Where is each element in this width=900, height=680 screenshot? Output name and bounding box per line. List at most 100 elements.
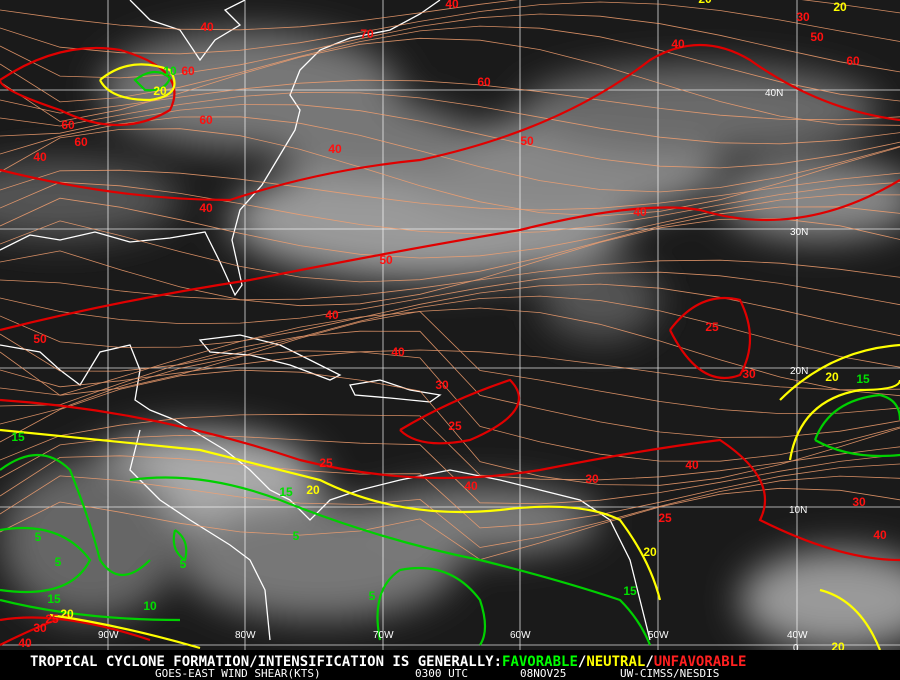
streamline <box>0 206 900 283</box>
footer-product: GOES-EAST WIND SHEAR(KTS) <box>155 667 321 680</box>
contour-unfavorable <box>0 46 176 126</box>
contour-label: 60 <box>477 75 491 89</box>
footer-line: TROPICAL CYCLONE FORMATION/INTENSIFICATI… <box>30 654 746 670</box>
streamline <box>0 455 900 529</box>
grid-labels: 40N 30N 20N 10N 0 90W 80W 70W 60W 50W 40W <box>98 88 808 654</box>
streamline <box>0 330 900 438</box>
contour-label: 40 <box>200 20 214 34</box>
contour-unfavorable <box>669 296 752 380</box>
contour-label: 40 <box>391 345 405 359</box>
footer-statement: TROPICAL CYCLONE FORMATION/INTENSIFICATI… <box>30 654 502 670</box>
longitude-label: 40W <box>787 630 808 641</box>
footer-source: UW-CIMSS/NESDIS <box>620 667 719 680</box>
contour-label: 10 <box>163 64 177 78</box>
longitude-label: 50W <box>648 630 669 641</box>
streamline <box>0 475 900 548</box>
streamline <box>0 91 900 145</box>
contour-favorable <box>0 453 652 646</box>
contour-unfavorable <box>0 179 900 332</box>
contour-label: 50 <box>810 30 824 44</box>
streamline <box>0 349 900 391</box>
streamline <box>0 25 900 103</box>
contour-label: 30 <box>435 378 449 392</box>
footer-neutral: NEUTRAL <box>586 654 645 670</box>
cloud <box>0 460 180 620</box>
contour-label: 5 <box>180 557 187 571</box>
contour-label: 40 <box>325 308 339 322</box>
contour-label: 20 <box>833 0 847 14</box>
contour-label: 40 <box>33 150 47 164</box>
streamline <box>0 434 900 505</box>
contour-label: 70 <box>360 27 374 41</box>
contour-label: 60 <box>199 113 213 127</box>
contour-label: 60 <box>846 54 860 68</box>
contour-label: 25 <box>448 419 462 433</box>
contour-label: 50 <box>520 134 534 148</box>
contour-label: 40 <box>464 479 478 493</box>
contour-label: 5 <box>35 530 42 544</box>
contour-label: 5 <box>369 589 376 603</box>
contour-label: 20 <box>60 607 74 621</box>
coastline <box>129 429 271 641</box>
contour-label: 15 <box>623 584 637 598</box>
contour-label: 15 <box>856 372 870 386</box>
contour-favorable <box>133 70 172 92</box>
streamline <box>0 169 900 211</box>
contour-label: 30 <box>742 367 756 381</box>
coastline <box>0 344 651 641</box>
contour-label: 40 <box>685 458 699 472</box>
contour-label: 25 <box>705 320 719 334</box>
contour-label: 20 <box>306 483 320 497</box>
contour-label: 25 <box>658 511 672 525</box>
longitude-label: 90W <box>98 630 119 641</box>
latitude-label: 0 <box>793 643 799 654</box>
cloud <box>740 550 900 650</box>
contour-label: 30 <box>796 10 810 24</box>
longitude-label: 60W <box>510 630 531 641</box>
contour-label: 40 <box>671 37 685 51</box>
contour-label: 15 <box>47 592 61 606</box>
streamline <box>0 79 900 121</box>
streamline <box>0 1 900 55</box>
streamline <box>0 283 900 348</box>
footer-date: 08NOV25 <box>520 667 566 680</box>
contour-unfavorable <box>0 398 900 562</box>
cloud <box>520 65 880 155</box>
streamline <box>0 0 900 31</box>
contour-label: 50 <box>33 332 47 346</box>
contour-label: 15 <box>279 485 293 499</box>
contour-label: 40 <box>445 0 459 11</box>
island <box>349 379 442 403</box>
streamline <box>0 487 900 561</box>
island <box>198 334 342 381</box>
footer-separator: / <box>645 654 653 670</box>
cloud <box>360 485 600 555</box>
coastline <box>129 0 246 62</box>
latitude-label: 20N <box>790 366 808 377</box>
latitude-label: 40N <box>765 88 783 99</box>
contour-label: 20 <box>698 0 712 6</box>
contour-label: 20 <box>153 84 167 98</box>
footer-band <box>0 650 900 680</box>
contour-label: 40 <box>873 528 887 542</box>
contour-neutral <box>779 343 900 461</box>
streamline <box>0 369 900 486</box>
contour-label: 40 <box>199 201 213 215</box>
longitude-label: 80W <box>235 630 256 641</box>
streamline <box>0 13 900 79</box>
streamline <box>0 104 900 169</box>
contour-label: 20 <box>825 370 839 384</box>
streamline <box>0 307 900 397</box>
latitude-label: 10N <box>789 505 807 516</box>
contour-unfavorable <box>399 378 521 445</box>
contour-label: 10 <box>143 599 157 613</box>
contour-favorable <box>0 526 487 646</box>
contour-label: 30 <box>585 472 599 486</box>
contour-label: 15 <box>11 430 25 444</box>
coastlines <box>0 0 651 641</box>
contour-label: 40 <box>18 636 32 650</box>
contour-neutral <box>0 428 882 651</box>
longitude-label: 70W <box>373 630 394 641</box>
